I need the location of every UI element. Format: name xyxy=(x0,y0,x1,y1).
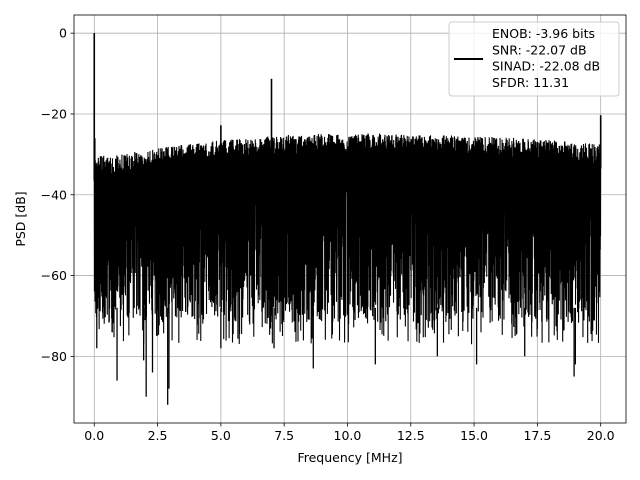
x-tick-label-2: 5.0 xyxy=(211,428,231,443)
y-axis-label: PSD [dB] xyxy=(13,191,28,246)
legend-box xyxy=(448,21,620,97)
x-tick-label-1: 2.5 xyxy=(148,428,168,443)
x-tick-label-4: 10.0 xyxy=(334,428,362,443)
x-tick-label-0: 0.0 xyxy=(84,428,104,443)
x-tick-label-7: 17.5 xyxy=(523,428,551,443)
legend-entry-2: SINAD: -22.08 dB xyxy=(492,59,600,74)
x-tick-label-5: 12.5 xyxy=(397,428,425,443)
legend-entry-0: ENOB: -3.96 bits xyxy=(492,26,595,41)
x-tick-label-3: 7.5 xyxy=(274,428,294,443)
y-tick-label-1: −20 xyxy=(41,106,67,121)
legend-entry-1: SNR: -22.07 dB xyxy=(492,42,587,57)
y-axis-ticks: 0 −20 −40 −60 −80 xyxy=(41,26,74,364)
x-axis-ticks: 0.0 2.5 5.0 7.5 10.0 12.5 15.0 17.5 20.0 xyxy=(84,423,615,443)
legend-entry-3: SFDR: 11.31 xyxy=(492,75,569,90)
y-tick-label-4: −80 xyxy=(41,349,67,364)
x-tick-label-6: 15.0 xyxy=(460,428,488,443)
psd-trace xyxy=(93,33,602,405)
y-tick-label-0: 0 xyxy=(59,26,67,41)
plot-frame xyxy=(73,14,627,424)
x-tick-label-8: 20.0 xyxy=(587,428,615,443)
psd-line xyxy=(93,133,602,345)
y-tick-label-3: −60 xyxy=(41,268,67,283)
y-tick-label-2: −40 xyxy=(41,187,67,202)
x-axis-label: Frequency [MHz] xyxy=(297,450,402,465)
